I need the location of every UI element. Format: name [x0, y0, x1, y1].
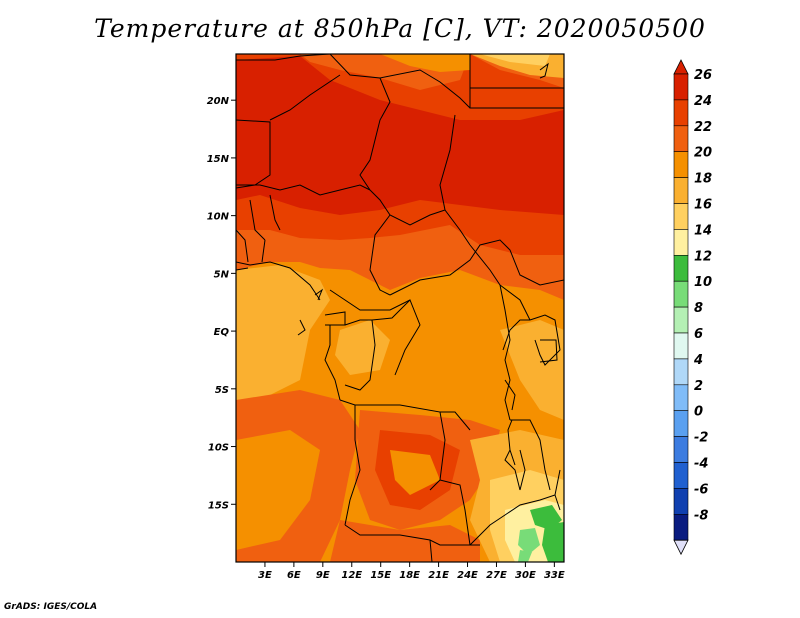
- colorbar-label: 14: [694, 223, 712, 238]
- colorbar-label: 8: [694, 301, 703, 316]
- colorbar-swatch: [673, 151, 689, 178]
- lat-tick-label: EQ: [214, 327, 230, 338]
- colorbar-label: 4: [693, 353, 703, 368]
- map-title: Temperature at 850hPa [C], VT: 202005050…: [94, 14, 706, 43]
- colorbar-swatch: [673, 177, 689, 204]
- map-frame: [235, 53, 565, 563]
- colorbar-swatch: [673, 125, 689, 153]
- lat-tick-label: 15S: [208, 500, 229, 511]
- colorbar-label: 6: [694, 327, 703, 342]
- lon-tick-label: 12E: [341, 570, 362, 581]
- latitude-axis: 20N 15N 10N 5N EQ 5S 10S 15S: [207, 96, 236, 511]
- colorbar-label: 2: [694, 379, 703, 394]
- colorbar-swatch: [673, 358, 689, 386]
- colorbar-label: -6: [694, 482, 708, 497]
- colorbar-label: 24: [694, 94, 712, 109]
- colorbar-swatch: [673, 410, 689, 437]
- colorbar-swatch: [673, 280, 689, 308]
- lat-tick-label: 15N: [207, 154, 230, 165]
- colorbar-label: 16: [694, 198, 712, 213]
- colorbar-label: 22: [694, 120, 712, 135]
- lon-tick-label: 24E: [457, 570, 478, 581]
- colorbar-label: 20: [694, 146, 712, 161]
- colorbar-label: -8: [694, 508, 708, 523]
- colorbar-label: 12: [694, 249, 712, 264]
- colorbar-label: 0: [694, 405, 703, 420]
- colorbar-swatch: [673, 513, 689, 541]
- lon-tick-label: 9E: [316, 570, 330, 581]
- colorbar-label: 26: [694, 68, 712, 83]
- lon-tick-label: 15E: [370, 570, 391, 581]
- lon-tick-label: 18E: [399, 570, 420, 581]
- colorbar-swatch: [673, 462, 689, 489]
- colorbar-label: -2: [694, 431, 708, 446]
- colorbar-swatch: [673, 436, 689, 463]
- lon-tick-label: 3E: [258, 570, 272, 581]
- colorbar-swatch: [673, 332, 689, 360]
- country-borders: [236, 54, 564, 562]
- temperature-field: [236, 54, 564, 562]
- colorbar-swatch: [673, 99, 689, 127]
- lat-tick-label: 5S: [215, 385, 229, 396]
- colorbar-label: 10: [694, 275, 712, 290]
- colorbar-swatch: [673, 255, 689, 282]
- colorbar-bottom-cap: [673, 539, 689, 556]
- colorbar-swatch: [673, 488, 689, 515]
- lat-tick-label: 5N: [214, 269, 230, 280]
- colorbar-swatch: [673, 229, 689, 256]
- lat-tick-label: 20N: [207, 96, 230, 107]
- longitude-axis: 3E 6E 9E 12E 15E 18E 21E 24E 27E 30E 33E: [258, 562, 565, 581]
- lon-tick-label: 6E: [287, 570, 301, 581]
- credit-label: GrADS: IGES/COLA: [4, 602, 98, 612]
- lat-tick-label: 10N: [207, 212, 230, 223]
- colorbar-swatch: [673, 306, 689, 334]
- colorbar-swatch: [673, 203, 689, 230]
- colorbar-top-cap: [673, 59, 689, 75]
- colorbar-swatch: [673, 384, 689, 411]
- lon-tick-label: 21E: [428, 570, 449, 581]
- lat-tick-label: 10S: [208, 443, 229, 454]
- colorbar-swatch: [673, 73, 689, 101]
- lon-tick-label: 33E: [544, 570, 565, 581]
- colorbar-label: 18: [694, 172, 712, 187]
- colorbar-label: -4: [694, 457, 708, 472]
- lon-tick-label: 27E: [486, 570, 507, 581]
- lon-tick-label: 30E: [515, 570, 536, 581]
